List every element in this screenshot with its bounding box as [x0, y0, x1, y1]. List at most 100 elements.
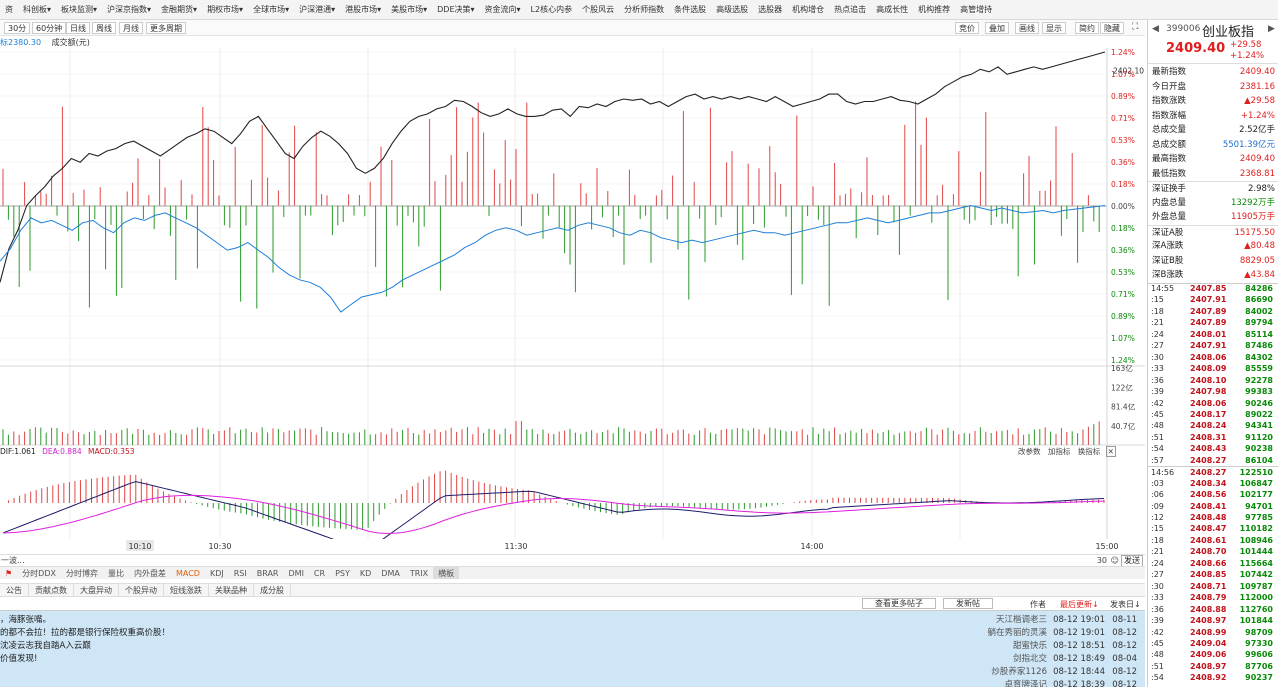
- menu-item-12[interactable]: L2核心内参: [530, 5, 573, 14]
- menu-item-3[interactable]: 沪深京指数▾: [107, 5, 152, 14]
- post-author[interactable]: 甜蜜快乐: [1012, 641, 1047, 651]
- forum-post-row[interactable]: ，海豚张嘴。 天江楷调老三 08-12 19:01 08-11: [0, 614, 1145, 627]
- menu-item-16[interactable]: 高级选股: [716, 5, 749, 14]
- post-author[interactable]: 剑指北交: [1012, 654, 1047, 664]
- post-title[interactable]: 的都不会拉！拉的都是银行保险权重高价股！: [0, 628, 171, 638]
- menu-item-15[interactable]: 条件选股: [674, 5, 707, 14]
- tick-time: :36: [1151, 375, 1164, 385]
- post-title[interactable]: ，海豚张嘴。: [0, 615, 52, 625]
- indicator-tab-6[interactable]: RSI: [233, 569, 247, 578]
- stat-label: 指数涨幅: [1152, 110, 1187, 121]
- info-subtab-3[interactable]: 个股异动: [119, 584, 164, 597]
- period-30m-button[interactable]: 30分: [4, 22, 31, 34]
- period-week-button[interactable]: 周线: [92, 22, 116, 34]
- info-subtab-4[interactable]: 短线涨跌: [164, 584, 209, 597]
- menu-item-22[interactable]: 高管增持: [960, 5, 993, 14]
- menu-item-18[interactable]: 机构增仓: [792, 5, 825, 14]
- period-month-button[interactable]: 月线: [119, 22, 143, 34]
- change-params-button[interactable]: 改参数: [1018, 447, 1041, 456]
- post-author[interactable]: 天江楷调老三: [995, 615, 1047, 625]
- post-author[interactable]: 躺在秀丽的灵溪: [987, 628, 1047, 638]
- indicator-tab-2[interactable]: 量比: [107, 569, 124, 578]
- menu-item-10[interactable]: DDE决策▾: [437, 5, 475, 14]
- indicator-tab-14[interactable]: 横板: [433, 567, 460, 579]
- menu-item-9[interactable]: 美股市场▾: [391, 5, 428, 14]
- stat-value: ▲80.48: [1244, 241, 1275, 251]
- post-title[interactable]: 价值发现!: [0, 654, 38, 664]
- price-pct-tick: 0.71%: [1111, 290, 1135, 299]
- forum-post-row[interactable]: 的都不会拉！拉的都是银行保险权重高价股！ 躺在秀丽的灵溪 08-12 19:01 08…: [0, 627, 1145, 640]
- post-title[interactable]: 沈凌云志我自踏A入云巅: [0, 641, 91, 651]
- indicator-tab-3[interactable]: 内外盘差: [133, 569, 166, 578]
- period-day-button[interactable]: 日线: [66, 22, 90, 34]
- indicator-tab-4[interactable]: MACD: [175, 569, 200, 578]
- more-posts-button[interactable]: 查看更多帖子: [862, 598, 936, 609]
- macd-dea-label: DEA:0.884: [42, 447, 82, 456]
- post-author[interactable]: 炒股养家1126: [991, 667, 1047, 677]
- menu-item-19[interactable]: 热点追击: [834, 5, 867, 14]
- info-subtab-1[interactable]: 贡献点数: [29, 584, 74, 597]
- simple-button[interactable]: 简约: [1075, 22, 1099, 34]
- menu-item-0[interactable]: 资: [5, 5, 13, 14]
- col-latest[interactable]: 最后更新↓: [1060, 600, 1099, 609]
- info-subtab-0[interactable]: 公告: [0, 584, 29, 597]
- switch-indicator-button[interactable]: 换指标: [1077, 447, 1101, 456]
- indicator-tab-1[interactable]: 分时博弈: [65, 569, 98, 578]
- stat-value: 13292万手: [1230, 197, 1275, 208]
- menu-item-13[interactable]: 个股风云: [582, 5, 615, 14]
- prev-arrow-icon[interactable]: ◀: [1152, 24, 1159, 34]
- info-subtab-5[interactable]: 关联品种: [209, 584, 254, 597]
- indicator-tab-13[interactable]: TRIX: [409, 569, 429, 578]
- price-pct-tick: 1.07%: [1111, 334, 1135, 343]
- add-indicator-button[interactable]: 加指标: [1047, 447, 1071, 456]
- forum-post-row[interactable]: 价值发现! 剑指北交 08-12 18:49 08-04: [0, 653, 1145, 666]
- tick-price: 2408.43: [1190, 444, 1227, 454]
- indicator-tab-9[interactable]: CR: [313, 569, 326, 578]
- tick-volume: 112000: [1239, 593, 1273, 603]
- tick-volume: 99606: [1245, 650, 1273, 660]
- new-post-button[interactable]: 发新帖: [943, 598, 993, 609]
- menu-item-7[interactable]: 沪深港通▾: [299, 5, 336, 14]
- menu-item-17[interactable]: 选股器: [758, 5, 783, 14]
- menu-item-2[interactable]: 板块监测▾: [61, 5, 98, 14]
- draw-line-button[interactable]: 画线: [1015, 22, 1039, 34]
- menu-item-5[interactable]: 期权市场▾: [207, 5, 244, 14]
- post-author[interactable]: 卓育牌泽记: [1004, 680, 1047, 687]
- menu-item-20[interactable]: 高成长性: [876, 5, 909, 14]
- stat-row: 深证A股 15175.50: [1148, 224, 1278, 240]
- indicator-tab-12[interactable]: DMA: [381, 569, 400, 578]
- indicator-tab-10[interactable]: PSY: [335, 569, 350, 578]
- indicator-tab-5[interactable]: KDJ: [209, 569, 224, 578]
- menu-item-8[interactable]: 港股市场▾: [345, 5, 382, 14]
- next-arrow-icon[interactable]: ▶: [1268, 24, 1275, 34]
- menu-item-6[interactable]: 全球市场▾: [253, 5, 290, 14]
- indicator-tab-0[interactable]: 分时DDX: [22, 569, 56, 578]
- intraday-chart[interactable]: 1.24% 1.07% 0.89% 0.71% 0.53% 0.36% 0.18% 0.00%…: [0, 48, 1145, 566]
- emoji-icon[interactable]: ☺: [1110, 556, 1119, 565]
- auction-button[interactable]: 竞价: [955, 22, 979, 34]
- info-subtab-6[interactable]: 成分股: [254, 584, 291, 597]
- overlay-button[interactable]: 叠加: [985, 22, 1009, 34]
- menu-item-14[interactable]: 分析师指数: [624, 5, 665, 14]
- more-period-button[interactable]: 更多周期: [146, 22, 186, 34]
- tick-price: 2408.66: [1190, 558, 1227, 568]
- forum-post-row[interactable]: 沈凌云志我自踏A入云巅 甜蜜快乐 08-12 18:51 08-12: [0, 640, 1145, 653]
- indicator-tab-7[interactable]: BRAR: [256, 569, 279, 578]
- menu-item-21[interactable]: 机构推荐: [918, 5, 951, 14]
- tick-time: :39: [1151, 616, 1164, 626]
- indicator-tab-8[interactable]: DMI: [288, 569, 304, 578]
- forum-post-row[interactable]: 炒股养家1126 08-12 18:44 08-12: [0, 666, 1145, 679]
- menu-item-4[interactable]: 金融期货▾: [161, 5, 198, 14]
- info-subtab-2[interactable]: 大盘异动: [74, 584, 119, 597]
- col-author[interactable]: 作者: [1030, 600, 1046, 609]
- forum-post-row[interactable]: 卓育牌泽记 08-12 18:39 08-12: [0, 679, 1145, 687]
- hide-button[interactable]: 隐藏: [1100, 22, 1124, 34]
- display-button[interactable]: 显示: [1042, 22, 1066, 34]
- close-icon[interactable]: ✕: [1105, 446, 1116, 457]
- indicator-tab-11[interactable]: KD: [359, 569, 372, 578]
- period-60m-button[interactable]: 60分钟: [32, 22, 67, 34]
- menu-item-11[interactable]: 资金流向▾: [484, 5, 521, 14]
- menu-item-1[interactable]: 科创板▾: [23, 5, 52, 14]
- col-posttime[interactable]: 发表日↓: [1110, 600, 1141, 609]
- fullscreen-icon[interactable]: ⛶: [1132, 22, 1139, 32]
